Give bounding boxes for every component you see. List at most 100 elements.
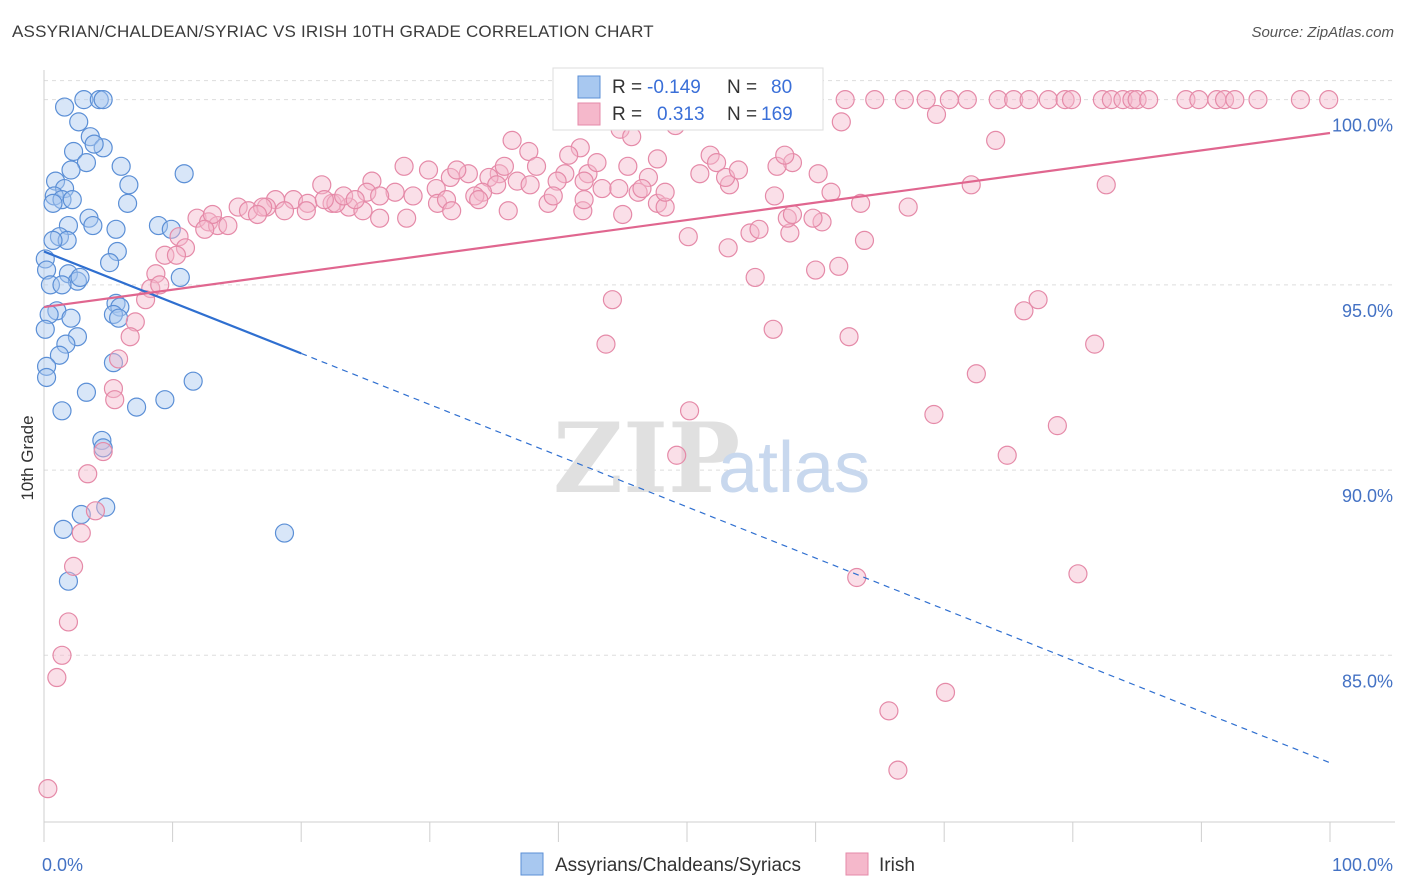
irish-point <box>93 441 113 462</box>
x-tick-label: 100.0% <box>1332 855 1393 875</box>
assyrian-point <box>43 193 63 213</box>
irish-point <box>602 290 623 310</box>
assyrian-point <box>96 497 116 517</box>
assyrian-point <box>93 90 113 110</box>
assyrian-point <box>76 153 97 173</box>
irish-point <box>334 186 354 206</box>
irish-point <box>706 153 727 173</box>
tick-labels: 85.0% 90.0% 95.0% 100.0% 0.0% 100.0% <box>42 116 1393 875</box>
irish-point <box>71 523 91 543</box>
irish-point <box>436 190 457 210</box>
irish-point <box>1139 90 1159 110</box>
bottom-legend-swatch-blue <box>520 852 544 876</box>
assyrian-point <box>107 241 127 262</box>
watermark: ZIP atlas <box>553 402 870 515</box>
irish-point <box>326 193 346 213</box>
irish-point <box>961 175 981 195</box>
trend-lines <box>43 131 1331 764</box>
irish-point <box>520 175 540 195</box>
irish-point <box>494 156 514 176</box>
irish-point <box>865 90 885 110</box>
irish-point <box>345 190 365 210</box>
assyrian-point <box>103 304 124 325</box>
irish-point <box>894 90 914 110</box>
irish-point <box>526 156 547 176</box>
assyrian-point <box>43 230 63 251</box>
assyrian-point <box>148 215 169 236</box>
irish-point <box>357 182 377 202</box>
assyrian-point <box>58 571 79 591</box>
irish-point <box>274 201 295 221</box>
watermark-atlas: atlas <box>718 428 870 508</box>
irish-point <box>587 153 607 173</box>
irish-point <box>1085 334 1105 354</box>
assyrian-point <box>99 253 120 273</box>
irish-point <box>394 156 414 176</box>
irish-point <box>1014 301 1034 321</box>
legend-n-label-1: N = <box>727 77 757 98</box>
irish-point <box>353 201 373 221</box>
irish-point <box>1319 90 1339 110</box>
assyrian-point <box>274 523 295 543</box>
irish-point <box>613 204 633 225</box>
irish-point <box>628 182 648 202</box>
irish-point <box>745 267 765 288</box>
irish-point <box>782 153 803 173</box>
assyrian-point <box>36 356 57 376</box>
irish-point <box>1055 90 1075 110</box>
irish-point <box>362 171 382 191</box>
irish-point <box>655 182 675 202</box>
irish-point <box>835 90 855 110</box>
irish-point <box>916 90 936 110</box>
irish-point <box>829 256 849 276</box>
irish-point <box>1028 290 1048 310</box>
irish-point <box>202 204 223 225</box>
assyrian-point <box>84 134 104 154</box>
irish-point <box>370 208 390 228</box>
irish-point <box>442 201 462 221</box>
irish-point <box>339 197 359 217</box>
bottom-legend: Assyrians/Chaldeans/Syriacs Irish <box>520 852 915 876</box>
irish-point <box>397 208 417 228</box>
irish-point <box>208 215 228 236</box>
irish-point <box>1047 416 1067 436</box>
y-tick-label: 95.0% <box>1342 301 1393 321</box>
irish-point <box>559 145 579 165</box>
assyrian-point <box>119 175 139 195</box>
irish-point <box>108 349 129 369</box>
irish-point <box>418 160 439 180</box>
irish-point <box>966 364 986 384</box>
irish-point <box>888 760 908 780</box>
assyrian-point <box>54 97 75 117</box>
irish-point <box>700 145 720 165</box>
irish-point <box>926 104 947 125</box>
assyrian-point <box>40 275 61 295</box>
irish-point <box>1096 175 1116 195</box>
irish-point <box>763 319 783 339</box>
bottom-legend-label-1: Assyrians/Chaldeans/Syriacs <box>555 855 801 876</box>
legend-n-label-2: N = <box>727 104 757 125</box>
axes <box>43 70 1395 842</box>
irish-point <box>440 167 460 188</box>
irish-point <box>195 219 215 239</box>
irish-point <box>166 245 187 265</box>
assyrian-point <box>35 319 55 339</box>
irish-point <box>574 190 594 210</box>
y-axis-title: 10th Grade <box>18 415 37 500</box>
irish-point <box>187 208 207 228</box>
legend-n-value-2: 169 <box>761 104 793 125</box>
assyrian-point <box>63 141 84 162</box>
irish-point <box>808 164 828 184</box>
legend-r-value-2: 0.313 <box>657 104 705 125</box>
watermark-zip: ZIP <box>553 402 740 515</box>
irish-point <box>638 167 659 188</box>
assyrian-point <box>69 112 89 132</box>
irish-point <box>543 186 563 206</box>
assyrian-point <box>155 390 175 410</box>
irish-point <box>38 779 58 799</box>
irish-point <box>924 404 944 425</box>
assyrian-point <box>36 260 57 280</box>
irish-point <box>1127 90 1147 110</box>
irish-point <box>1019 90 1039 110</box>
irish-point <box>465 186 485 206</box>
